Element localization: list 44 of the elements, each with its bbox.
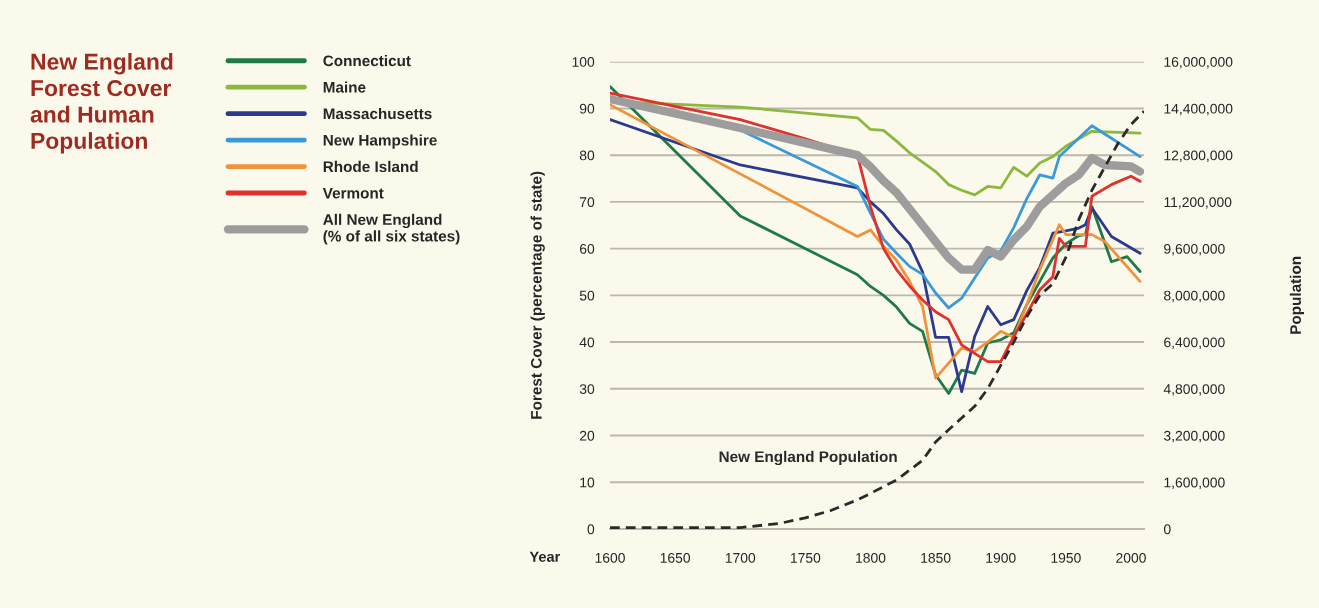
x-tick-label: 1800 (856, 552, 886, 563)
y-tick-label: 20 (579, 430, 595, 441)
series-label: New England Population (719, 450, 897, 466)
y-tick-label: 30 (579, 384, 595, 394)
legend-label: All New England (% of all six states) (323, 213, 460, 245)
y-tick-label: 100 (572, 57, 595, 67)
y2-tick-label: 4,800,000 (1163, 384, 1225, 396)
y2-tick-label: 3,200,000 (1163, 430, 1225, 443)
y-tick-label: 10 (580, 477, 595, 488)
line-series (610, 109, 1144, 529)
y2-axis-title: Population (1289, 256, 1305, 334)
legend-label: Rhode Island (323, 160, 418, 173)
x-tick-label: 2000 (1116, 552, 1146, 563)
y-tick-label: 0 (587, 524, 595, 535)
legend-label: Vermont (322, 187, 384, 199)
x-tick-label: 1900 (986, 552, 1016, 563)
y2-tick-label: 14,400,000 (1164, 103, 1233, 116)
y-axis-title: Forest Cover (percentage of state) (530, 171, 545, 419)
x-tick-label: 1600 (595, 552, 625, 563)
y2-tick-label: 11,200,000 (1164, 197, 1232, 209)
y2-tick-label: 16,000,000 (1164, 57, 1233, 69)
x-axis-title: Year (529, 551, 561, 562)
legend-label: Maine (323, 81, 366, 93)
y-tick-label: 50 (579, 290, 595, 301)
x-tick-label: 1950 (1051, 552, 1081, 563)
x-tick-label: 1750 (790, 552, 821, 563)
y-tick-label: 70 (579, 197, 595, 208)
y-tick-label: 90 (579, 103, 595, 114)
y-tick-label: 60 (579, 243, 595, 254)
legend-label: Massachusetts (323, 107, 432, 120)
x-tick-label: 1850 (921, 552, 951, 563)
legend-label: New Hampshire (323, 134, 437, 149)
x-tick-label: 1700 (725, 552, 756, 563)
y2-tick-label: 0 (1163, 524, 1171, 535)
y-tick-label: 40 (579, 337, 595, 348)
y-tick-label: 80 (579, 150, 595, 161)
x-tick-label: 1650 (660, 552, 691, 563)
y2-tick-label: 9,600,000 (1164, 243, 1225, 256)
y2-tick-label: 6,400,000 (1164, 337, 1225, 349)
y2-tick-label: 8,000,000 (1164, 290, 1225, 303)
text: New England Forest Cover and Human Population (30, 53, 173, 154)
legend-label: Connecticut (323, 55, 411, 67)
y2-tick-label: 1,600,000 (1164, 477, 1225, 490)
y2-tick-label: 12,800,000 (1164, 150, 1233, 162)
